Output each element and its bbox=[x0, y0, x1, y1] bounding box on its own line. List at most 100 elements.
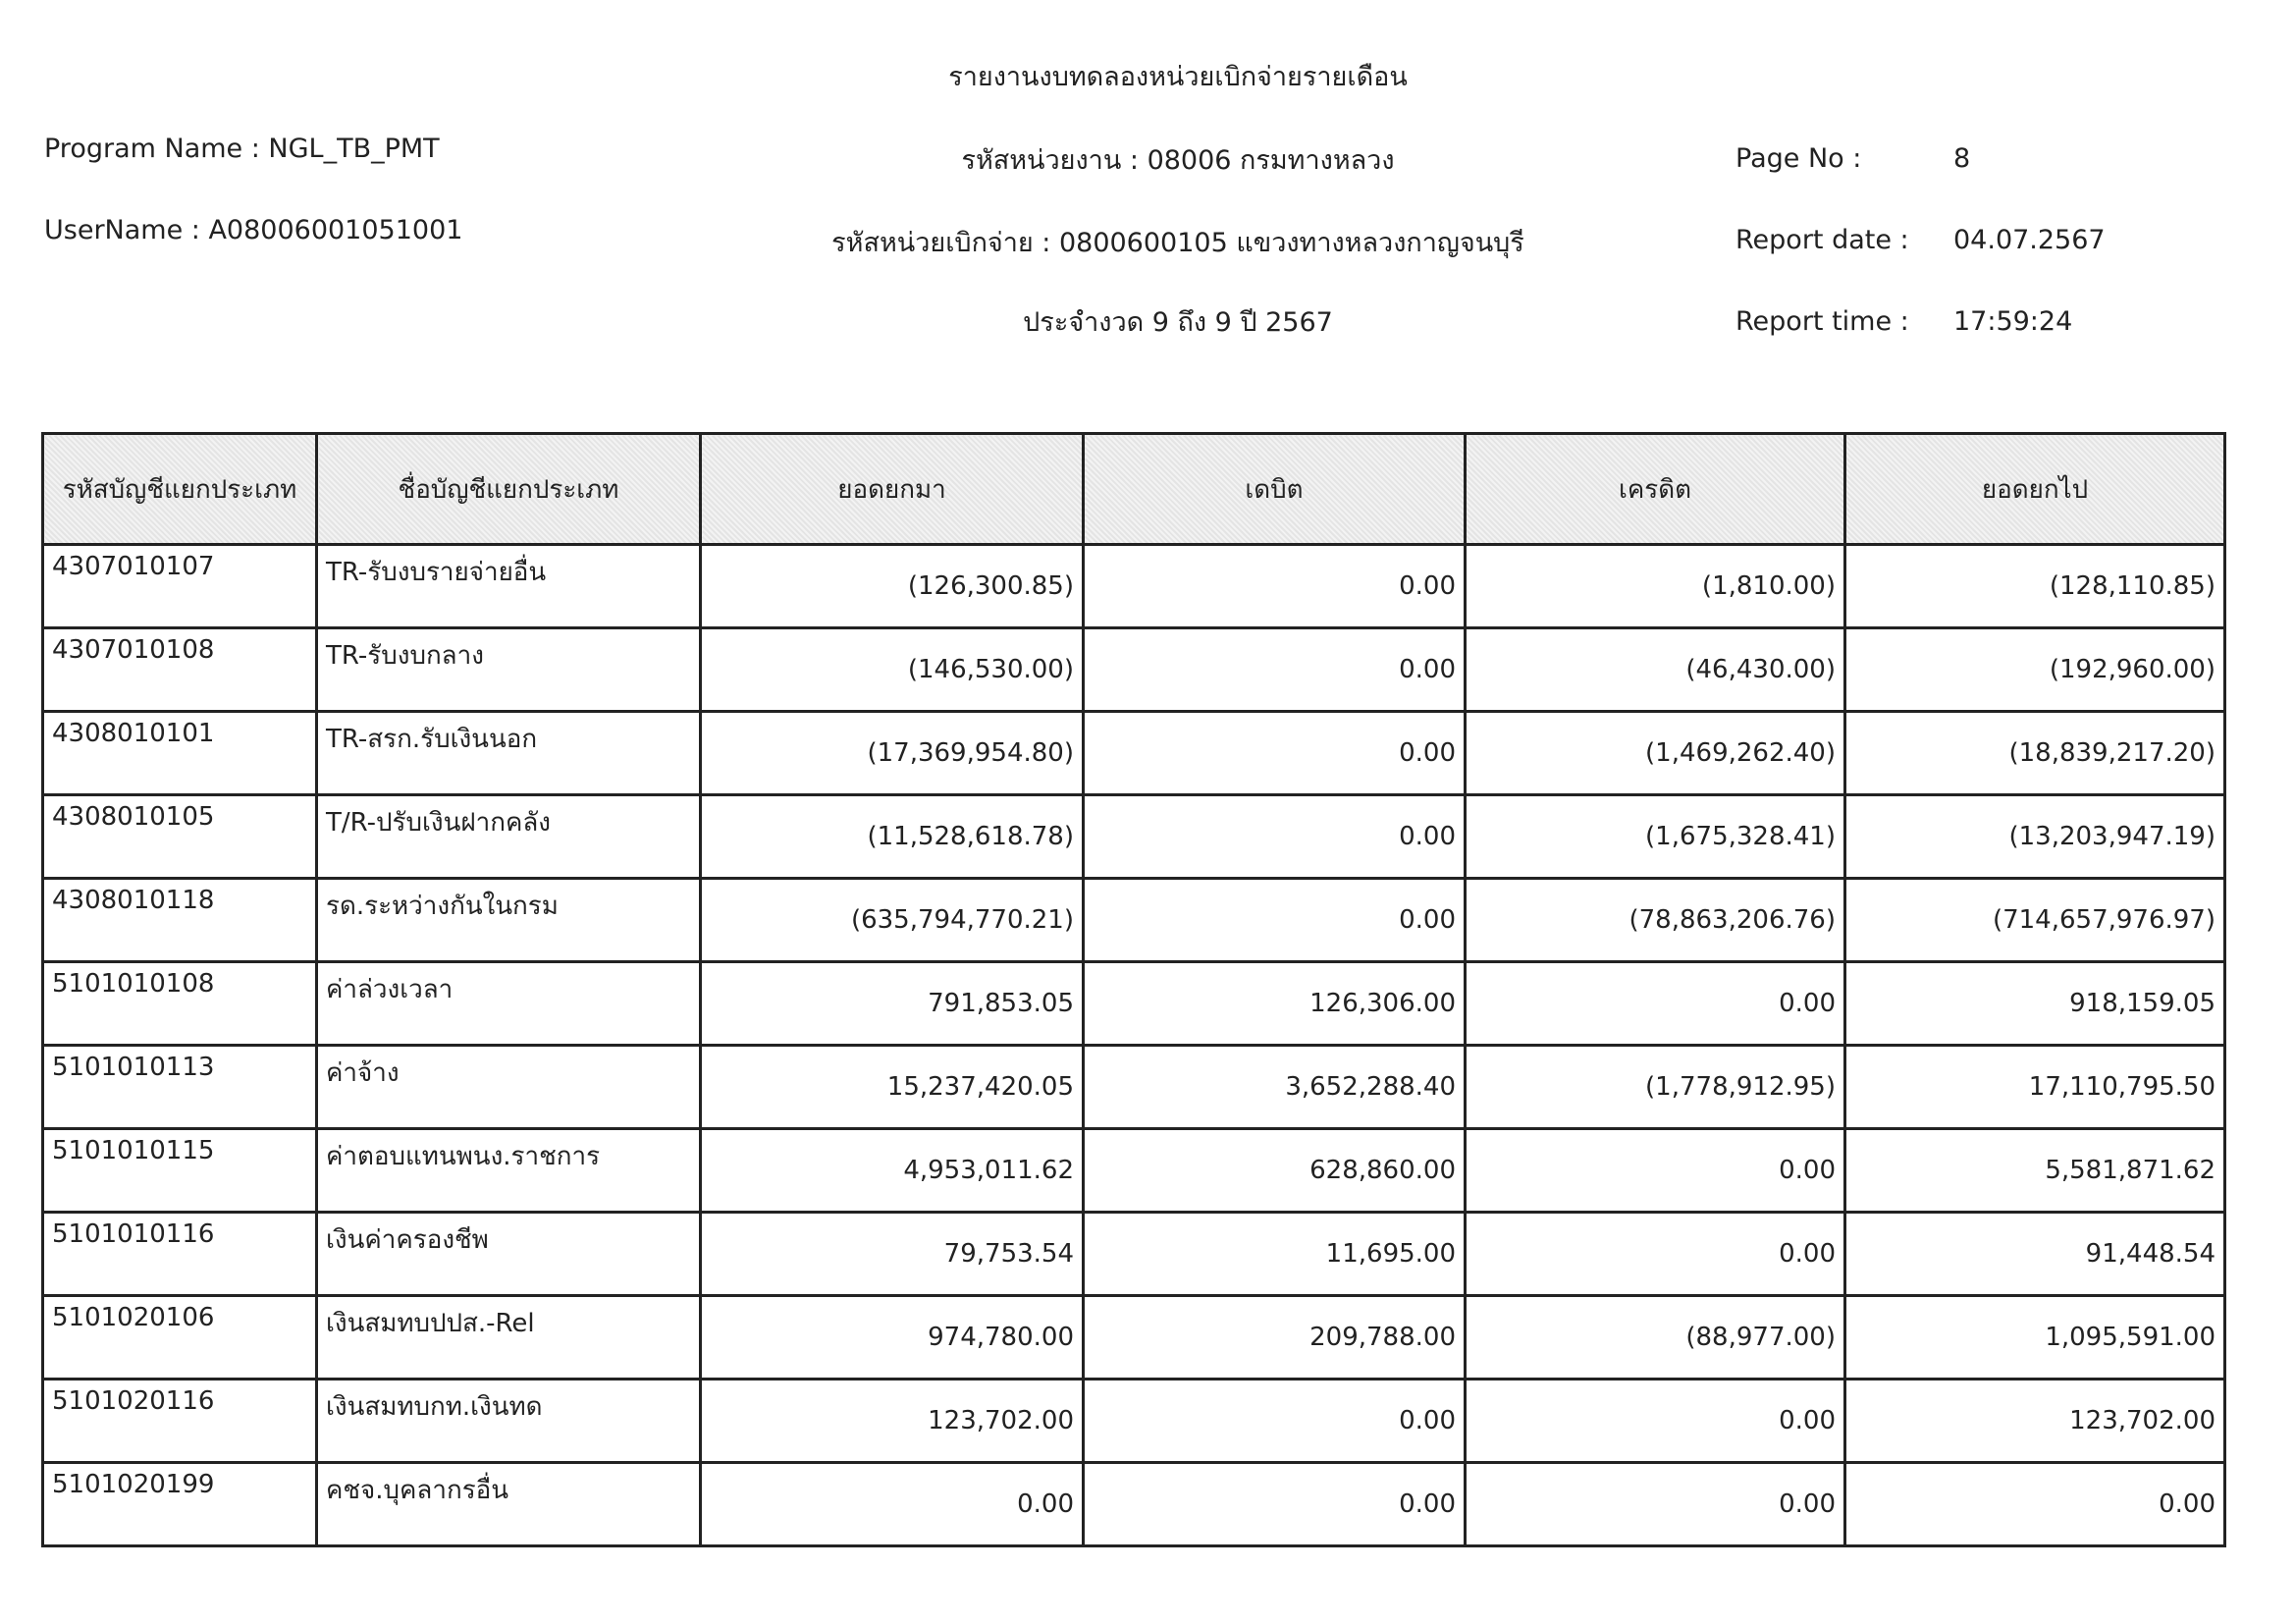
page-no-label: Page No : bbox=[1735, 143, 1862, 174]
cell-amount: 3,652,288.40 bbox=[1082, 1044, 1467, 1130]
cell-amount: 126,306.00 bbox=[1082, 960, 1467, 1047]
cell-text: TR-รับงบรายจ่ายอื่น bbox=[315, 543, 702, 629]
cell-amount: 11,695.00 bbox=[1082, 1211, 1467, 1297]
cell-text: 4307010107 bbox=[41, 543, 318, 629]
cell-text: ค่าจ้าง bbox=[315, 1044, 702, 1130]
cell-text: 5101010113 bbox=[41, 1044, 318, 1130]
table-row: 4307010108 TR-รับงบกลาง (146,530.00) 0.00 (4… bbox=[41, 626, 2226, 713]
cell-amount: (192,960.00) bbox=[1843, 626, 2226, 713]
cell-text: ค่าตอบแทนพนง.ราชการ bbox=[315, 1127, 702, 1214]
cell-amount: 4,953,011.62 bbox=[699, 1127, 1085, 1214]
cell-amount: (46,430.00) bbox=[1464, 626, 1846, 713]
table-row: 5101010116 เงินค่าครองชีพ 79,753.54 11,695.… bbox=[41, 1211, 2226, 1297]
cell-amount: (1,469,262.40) bbox=[1464, 710, 1846, 796]
column-header: ยอดยกมา bbox=[699, 432, 1085, 546]
cell-amount: 5,581,871.62 bbox=[1843, 1127, 2226, 1214]
cell-text: 5101020199 bbox=[41, 1461, 318, 1547]
column-header: เดบิต bbox=[1082, 432, 1467, 546]
cell-text: 5101010115 bbox=[41, 1127, 318, 1214]
column-header: ชื่อบัญชีแยกประเภท bbox=[315, 432, 702, 546]
table-row: 4307010107 TR-รับงบรายจ่ายอื่น (126,300.85… bbox=[41, 543, 2226, 629]
cell-text: 4308010118 bbox=[41, 877, 318, 963]
cell-text: 5101020106 bbox=[41, 1294, 318, 1380]
table-row: 5101020116 เงินสมทบกท.เงินทด 123,702.00 0.0… bbox=[41, 1378, 2226, 1464]
user-name: UserName : A08006001051001 bbox=[44, 215, 463, 245]
period: ประจำงวด 9 ถึง 9 ปี 2567 bbox=[1023, 307, 1333, 338]
cell-text: คชจ.บุคลากรอื่น bbox=[315, 1461, 702, 1547]
cell-amount: 0.00 bbox=[1464, 1378, 1846, 1464]
cell-amount: 0.00 bbox=[1082, 877, 1467, 963]
cell-amount: (714,657,976.97) bbox=[1843, 877, 2226, 963]
table-row: 5101020106 เงินสมทบปปส.-Rel 974,780.00 209,… bbox=[41, 1294, 2226, 1380]
table-row: 4308010101 TR-สรก.รับเงินนอก (17,369,954.8… bbox=[41, 710, 2226, 796]
cell-text: รด.ระหว่างกันในกรม bbox=[315, 877, 702, 963]
cell-amount: 0.00 bbox=[1082, 543, 1467, 629]
cell-amount: (17,369,954.80) bbox=[699, 710, 1085, 796]
cell-amount: 791,853.05 bbox=[699, 960, 1085, 1047]
column-header: ยอดยกไป bbox=[1843, 432, 2226, 546]
disbursing-unit: รหัสหน่วยเบิกจ่าย : 0800600105 แขวงทางหล… bbox=[831, 228, 1524, 258]
cell-amount: 918,159.05 bbox=[1843, 960, 2226, 1047]
cell-text: TR-รับงบกลาง bbox=[315, 626, 702, 713]
cell-amount: (126,300.85) bbox=[699, 543, 1085, 629]
cell-amount: 0.00 bbox=[1843, 1461, 2226, 1547]
cell-amount: (128,110.85) bbox=[1843, 543, 2226, 629]
cell-amount: (78,863,206.76) bbox=[1464, 877, 1846, 963]
cell-amount: (88,977.00) bbox=[1464, 1294, 1846, 1380]
cell-amount: 17,110,795.50 bbox=[1843, 1044, 2226, 1130]
cell-amount: 1,095,591.00 bbox=[1843, 1294, 2226, 1380]
header-row: รหัสบัญชีแยกประเภท ชื่อบัญชีแยกประเภท ยอดย… bbox=[41, 432, 2226, 546]
table-row: 4308010105 T/R-ปรับเงินฝากคลัง (11,528,618… bbox=[41, 793, 2226, 880]
cell-amount: (1,810.00) bbox=[1464, 543, 1846, 629]
cell-amount: 0.00 bbox=[1082, 793, 1467, 880]
column-header: รหัสบัญชีแยกประเภท bbox=[41, 432, 318, 546]
report-title: รายงานงบทดลองหน่วยเบิกจ่ายรายเดือน bbox=[948, 62, 1408, 92]
table-row: 5101010113 ค่าจ้าง 15,237,420.05 3,652,288.… bbox=[41, 1044, 2226, 1130]
cell-amount: (635,794,770.21) bbox=[699, 877, 1085, 963]
cell-amount: (146,530.00) bbox=[699, 626, 1085, 713]
table-row: 5101020199 คชจ.บุคลากรอื่น 0.00 0.00 0.00 0.0… bbox=[41, 1461, 2226, 1547]
cell-text: 5101020116 bbox=[41, 1378, 318, 1464]
cell-text: 4308010101 bbox=[41, 710, 318, 796]
cell-amount: 209,788.00 bbox=[1082, 1294, 1467, 1380]
cell-amount: (1,675,328.41) bbox=[1464, 793, 1846, 880]
cell-text: 4307010108 bbox=[41, 626, 318, 713]
cell-amount: (1,778,912.95) bbox=[1464, 1044, 1846, 1130]
cell-amount: (11,528,618.78) bbox=[699, 793, 1085, 880]
cell-amount: 0.00 bbox=[1082, 626, 1467, 713]
cell-amount: (13,203,947.19) bbox=[1843, 793, 2226, 880]
report-date: 04.07.2567 bbox=[1953, 225, 2106, 255]
cell-amount: 0.00 bbox=[699, 1461, 1085, 1547]
cell-amount: 79,753.54 bbox=[699, 1211, 1085, 1297]
table-row: 5101010108 ค่าล่วงเวลา 791,853.05 126,306.0… bbox=[41, 960, 2226, 1047]
cell-amount: 123,702.00 bbox=[1843, 1378, 2226, 1464]
cell-amount: 0.00 bbox=[1464, 1127, 1846, 1214]
table-row: 4308010118 รด.ระหว่างกันในกรม (635,794,770… bbox=[41, 877, 2226, 963]
cell-text: เงินสมทบปปส.-Rel bbox=[315, 1294, 702, 1380]
report-time: 17:59:24 bbox=[1953, 306, 2073, 337]
cell-amount: 0.00 bbox=[1082, 1378, 1467, 1464]
cell-text: T/R-ปรับเงินฝากคลัง bbox=[315, 793, 702, 880]
cell-amount: 628,860.00 bbox=[1082, 1127, 1467, 1214]
agency: รหัสหน่วยงาน : 08006 กรมทางหลวง bbox=[961, 145, 1395, 176]
table-body: 4307010107 TR-รับงบรายจ่ายอื่น (126,300.85… bbox=[41, 543, 2226, 1547]
cell-amount: 123,702.00 bbox=[699, 1378, 1085, 1464]
cell-amount: 0.00 bbox=[1082, 1461, 1467, 1547]
cell-amount: 0.00 bbox=[1464, 1211, 1846, 1297]
cell-text: 5101010108 bbox=[41, 960, 318, 1047]
cell-amount: (18,839,217.20) bbox=[1843, 710, 2226, 796]
cell-amount: 0.00 bbox=[1464, 960, 1846, 1047]
cell-amount: 974,780.00 bbox=[699, 1294, 1085, 1380]
cell-text: 4308010105 bbox=[41, 793, 318, 880]
report-date-label: Report date : bbox=[1735, 225, 1909, 255]
cell-amount: 0.00 bbox=[1464, 1461, 1846, 1547]
cell-text: เงินสมทบกท.เงินทด bbox=[315, 1378, 702, 1464]
program-name: Program Name : NGL_TB_PMT bbox=[44, 134, 440, 164]
cell-text: ค่าล่วงเวลา bbox=[315, 960, 702, 1047]
column-header: เครดิต bbox=[1464, 432, 1846, 546]
cell-amount: 15,237,420.05 bbox=[699, 1044, 1085, 1130]
trial-balance-table: รหัสบัญชีแยกประเภท ชื่อบัญชีแยกประเภท ยอดย… bbox=[41, 432, 2226, 1547]
page-no: 8 bbox=[1953, 143, 1971, 174]
table-row: 5101010115 ค่าตอบแทนพนง.ราชการ 4,953,011.6… bbox=[41, 1127, 2226, 1214]
